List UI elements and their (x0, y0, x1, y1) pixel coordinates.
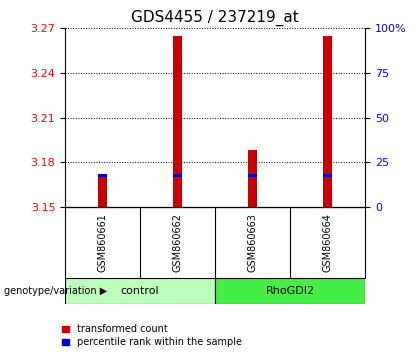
Bar (248, 174, 257, 177)
Bar (323, 174, 332, 177)
Text: GSM860663: GSM860663 (248, 213, 258, 272)
Text: genotype/variation ▶: genotype/variation ▶ (4, 286, 108, 296)
Title: GDS4455 / 237219_at: GDS4455 / 237219_at (131, 9, 299, 25)
Bar (65, 278, 215, 304)
Text: control: control (121, 286, 160, 296)
Bar (248, 150, 257, 207)
Bar (323, 36, 332, 207)
Text: RhoGDI2: RhoGDI2 (266, 286, 315, 296)
Legend: transformed count, percentile rank within the sample: transformed count, percentile rank withi… (62, 325, 242, 347)
Bar (98, 174, 107, 207)
Bar (173, 36, 182, 207)
Bar (215, 278, 365, 304)
Text: GSM860664: GSM860664 (323, 213, 333, 272)
Bar (173, 174, 182, 177)
Text: GSM860661: GSM860661 (97, 213, 108, 272)
Bar (98, 174, 107, 177)
Text: GSM860662: GSM860662 (173, 213, 183, 272)
